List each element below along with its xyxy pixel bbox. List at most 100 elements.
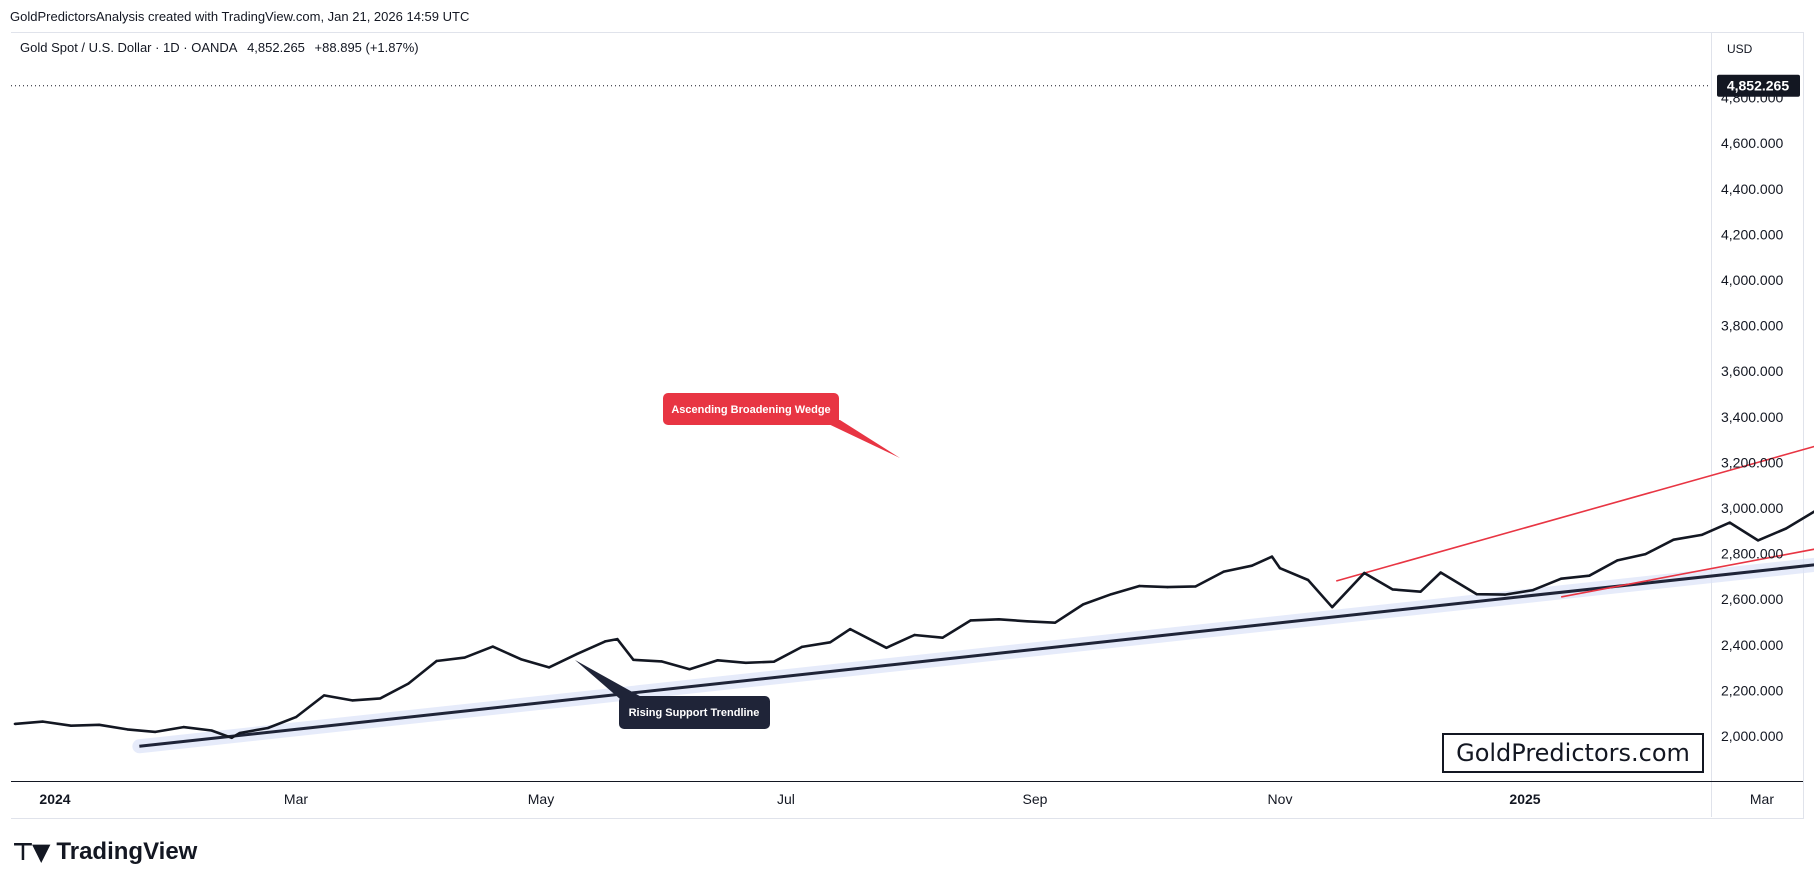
price-point [1439, 571, 1442, 574]
price-point [294, 715, 298, 719]
price-point [1138, 584, 1141, 588]
price-point [1644, 552, 1647, 556]
y-tick-label: 4,600.000 [1721, 135, 1783, 151]
x-tick-label: 2024 [39, 791, 70, 807]
price-series-layer [13, 86, 1814, 740]
y-tick-label: 2,600.000 [1721, 591, 1783, 607]
price-point [688, 667, 691, 671]
y-tick-label: 3,000.000 [1721, 500, 1783, 516]
support-trendline[interactable] [139, 412, 1814, 748]
symbol-name: Gold Spot / U.S. Dollar · 1D · OANDA [20, 40, 238, 55]
price-point [491, 645, 494, 648]
y-tick-label: 4,200.000 [1721, 226, 1783, 242]
price-point [604, 640, 607, 643]
tradingview-logo[interactable]: ⊤▼ TradingView [12, 838, 197, 866]
price-point [13, 722, 17, 726]
price-point [885, 646, 888, 649]
price-point [1672, 538, 1675, 541]
price-point [1363, 571, 1366, 575]
x-tick-label: Mar [284, 791, 308, 807]
last-price-tag-text: 4,852.265 [1727, 78, 1789, 94]
price-point [772, 660, 776, 663]
price-point [1419, 590, 1422, 593]
watermark-goldpredictors: GoldPredictors.com [1442, 733, 1704, 773]
x-tick-label: Mar [1750, 791, 1774, 807]
price-point [97, 723, 101, 727]
y-tick-label: 3,200.000 [1721, 454, 1783, 470]
price-point [1110, 592, 1113, 596]
price-axis-separator [1711, 32, 1712, 817]
chart-frame [11, 32, 1804, 819]
price-point [941, 636, 944, 639]
price-point [1270, 555, 1274, 558]
x-tick-label: 2025 [1509, 791, 1540, 807]
price-point [230, 736, 233, 740]
price-point [519, 657, 523, 661]
price-point [322, 694, 326, 697]
y-tick-label: 2,800.000 [1721, 546, 1783, 562]
price-point [1331, 605, 1334, 609]
symbol-legend[interactable]: Gold Spot / U.S. Dollar · 1D · OANDA 4,8… [20, 40, 425, 55]
price-point [407, 682, 410, 685]
price-point [41, 720, 45, 723]
price-point [1475, 592, 1479, 596]
support-callout-box[interactable] [619, 696, 770, 729]
price-point [800, 645, 804, 649]
price-point [1250, 564, 1254, 567]
wedge-callout-box[interactable] [663, 393, 839, 425]
wedge-callout-pointer [820, 420, 900, 458]
price-point [1025, 620, 1029, 623]
price-point [1503, 593, 1507, 596]
price-point [266, 726, 270, 730]
x-tick-label: May [528, 791, 554, 807]
price-point [1391, 588, 1394, 591]
price-point [744, 661, 748, 665]
price-point [828, 641, 832, 644]
price-point [547, 666, 551, 669]
price-point [1700, 533, 1703, 537]
y-tick-label: 3,400.000 [1721, 409, 1783, 425]
price-point [616, 637, 619, 641]
support-callout-pointer [575, 660, 645, 699]
wedge-upper-line[interactable] [1336, 70, 1814, 582]
price-point [1166, 585, 1169, 589]
y-tick-label: 4,400.000 [1721, 181, 1783, 197]
y-tick-label: 2,000.000 [1721, 728, 1783, 744]
price-point [435, 659, 438, 663]
price-point [1081, 603, 1085, 606]
annotations-layer[interactable]: Ascending Broadening Wedge Rising Support… [575, 393, 900, 729]
price-point [69, 724, 73, 727]
x-tick-label: Jul [777, 791, 795, 807]
price-point [1784, 527, 1788, 530]
price-point [238, 731, 241, 735]
price-point [379, 697, 382, 700]
price-point [913, 633, 916, 637]
tradingview-logo-icon: ⊤▼ [12, 838, 50, 866]
price-point [997, 618, 1001, 621]
price-point [1531, 588, 1535, 592]
symbol-change: +88.895 (+1.87%) [314, 40, 419, 55]
price-axis[interactable]: 2,000.000 2,200.000 2,400.000 2,600.000 2,80… [1717, 74, 1800, 744]
price-point [154, 730, 157, 734]
price-point [716, 659, 719, 662]
y-tick-label: 3,600.000 [1721, 363, 1783, 379]
price-line[interactable] [14, 86, 1814, 740]
price-point [463, 656, 466, 659]
y-tick-label: 3,800.000 [1721, 318, 1783, 334]
time-axis[interactable]: 2024MarMayJulSepNov2025MarMayJulSepNov20… [39, 791, 1814, 807]
price-point [660, 660, 663, 663]
last-price-tag [1717, 74, 1800, 97]
price-point [1306, 578, 1310, 582]
price-point [1728, 521, 1732, 524]
price-point [1559, 577, 1563, 580]
price-point [575, 652, 579, 656]
price-point [1616, 559, 1619, 562]
price-point [849, 627, 852, 631]
support-callout-label: Rising Support Trendline [629, 707, 760, 719]
currency-label[interactable]: USD [1727, 42, 1753, 56]
chart-attribution: GoldPredictorsAnalysis created with Trad… [10, 9, 470, 24]
price-point [126, 728, 129, 731]
y-tick-label: 2,200.000 [1721, 682, 1783, 698]
tradingview-brand: TradingView [56, 838, 198, 865]
